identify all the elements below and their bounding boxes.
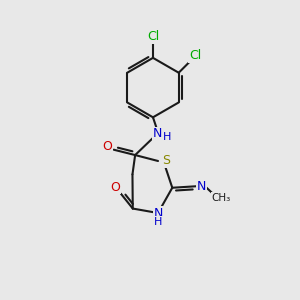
Text: CH₃: CH₃	[212, 193, 231, 202]
Text: N: N	[153, 207, 163, 220]
Text: Cl: Cl	[189, 49, 201, 62]
Text: H: H	[154, 217, 162, 227]
Text: O: O	[102, 140, 112, 153]
Text: N: N	[153, 127, 162, 140]
Text: Cl: Cl	[147, 30, 159, 43]
Text: H: H	[163, 132, 171, 142]
Text: S: S	[162, 154, 170, 167]
Text: O: O	[111, 181, 121, 194]
Text: N: N	[197, 180, 206, 193]
